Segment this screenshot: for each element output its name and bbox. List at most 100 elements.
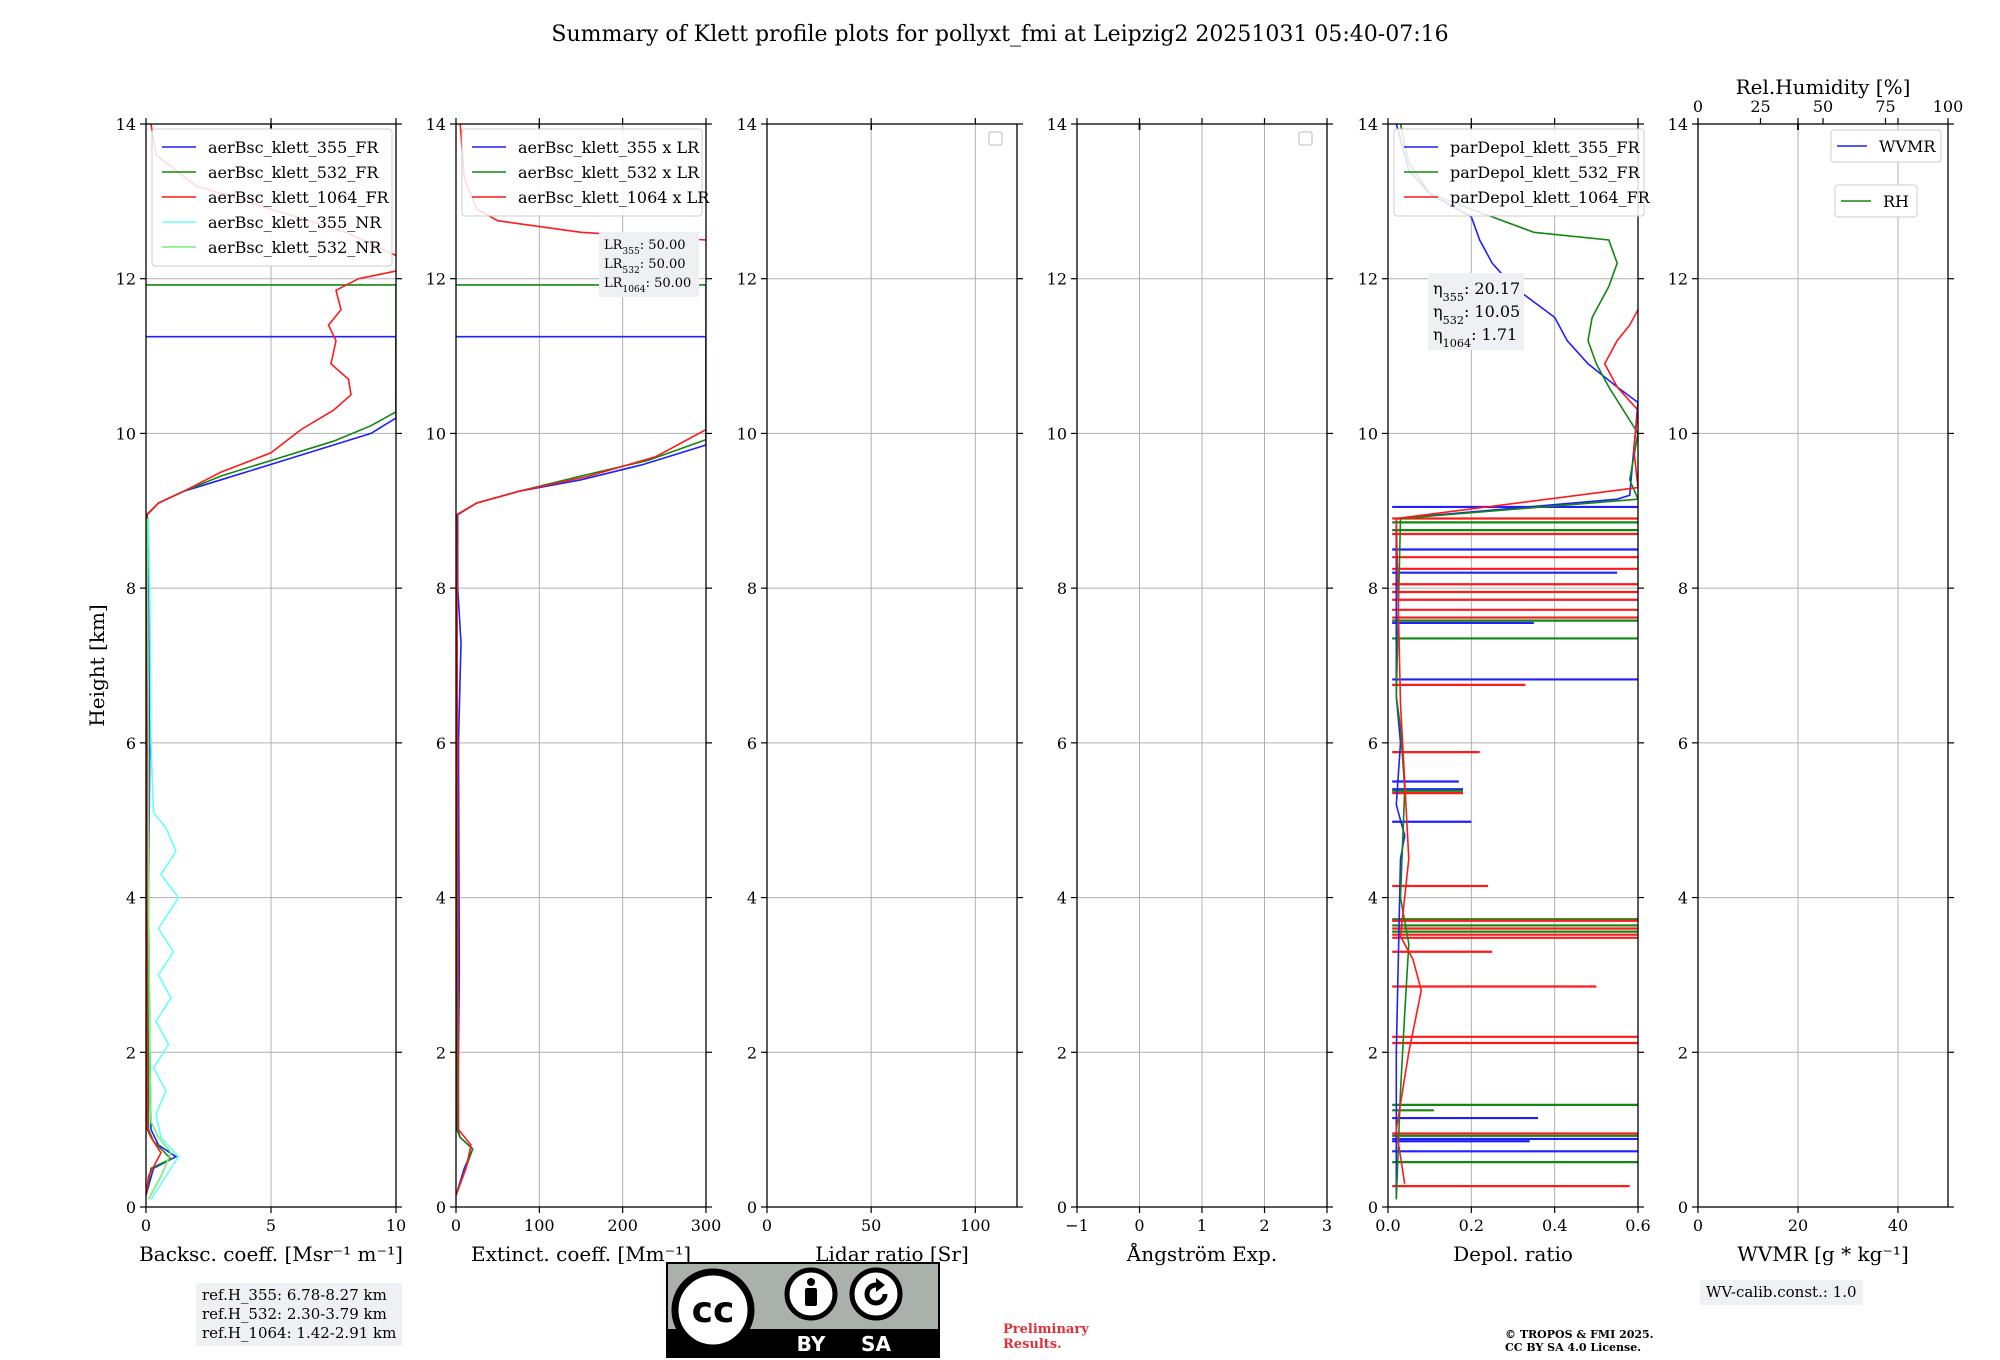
y-tick-label-2: 4	[747, 889, 757, 908]
x-tick-label-0: 0	[141, 1216, 151, 1235]
x-tick-label-0: 0	[1693, 1216, 1703, 1235]
x-tick-label-2: 100	[960, 1216, 991, 1235]
y-tick-label-4: 8	[747, 579, 757, 598]
y-tick-label-6: 12	[116, 270, 136, 289]
y-tick-label-5: 10	[737, 424, 757, 443]
x-tick-label-1: 0	[1134, 1216, 1144, 1235]
chart-panel-6: 0 2 4 6 8 10 12 14 0 20 40 WVMR [g * kg⁻¹] 0 25 50 75 10…	[1668, 75, 1964, 1266]
series-ext355	[456, 335, 706, 1196]
x-tick-label-0: 0	[762, 1216, 772, 1235]
x-tick-label-1: 0.2	[1459, 1216, 1484, 1235]
y-tick-label-5: 10	[1358, 424, 1378, 443]
y-tick-label-4: 8	[1057, 579, 1067, 598]
annotation-line-1: LR355: 50.00	[604, 238, 686, 257]
copyright-line-2: CC BY SA 4.0 License.	[1505, 1341, 1642, 1354]
series-ext532	[456, 284, 706, 1196]
x-tick-top-label-1: 25	[1750, 97, 1770, 116]
legend-label-4: aerBsc_klett_355_NR	[208, 213, 382, 232]
x-tick-label-2: 40	[1888, 1216, 1908, 1235]
ref-height-1064: ref.H_1064: 1.42-2.91 km	[202, 1324, 397, 1342]
legend-box-1	[1830, 129, 1942, 163]
axes-frame	[1697, 123, 1949, 1208]
y-tick-label-0: 0	[1368, 1198, 1378, 1217]
y-tick-label-3: 6	[1057, 734, 1067, 753]
figure-title: Summary of Klett profile plots for polly…	[551, 22, 1449, 47]
legend-label-2: parDepol_klett_532_FR	[1450, 163, 1641, 182]
x-tick-label-3: 2	[1259, 1216, 1269, 1235]
share-alike-icon	[849, 1267, 903, 1321]
x-tick-top-label-0: 0	[1693, 97, 1703, 116]
series-aerBsc_klett_1064_FR	[146, 270, 396, 1196]
copyright-line-1: © TROPOS & FMI 2025.	[1505, 1328, 1654, 1341]
y-tick-label-6: 12	[1047, 270, 1067, 289]
y-tick-label-5: 10	[116, 424, 136, 443]
ref-height-532: ref.H_532: 2.30-3.79 km	[202, 1305, 387, 1323]
y-tick-label-3: 6	[436, 734, 446, 753]
legend-label-2: RH	[1883, 192, 1909, 211]
y-tick-label-1: 2	[436, 1043, 446, 1062]
legend-label-1: aerBsc_klett_355_FR	[208, 138, 379, 157]
y-tick-label-6: 12	[426, 270, 446, 289]
y-tick-label-7: 14	[737, 115, 757, 134]
legend-box	[461, 128, 703, 217]
x-tick-top-label-4: 100	[1933, 97, 1964, 116]
axes-frame	[1387, 123, 1639, 1208]
legend-label-3: aerBsc_klett_1064 x LR	[518, 188, 710, 207]
preliminary-line-1: Preliminary	[1003, 1322, 1089, 1337]
legend-label-1: parDepol_klett_355_FR	[1450, 138, 1641, 157]
y-tick-label-3: 6	[1368, 734, 1378, 753]
wv-calibration-text: WV-calib.const.: 1.0	[1706, 1283, 1857, 1301]
chart-panel-5: 0 2 4 6 8 10 12 14 0.0 0.2 0.4 0.6 Depol. ratio parDe…	[1358, 115, 1651, 1266]
y-tick-label-4: 8	[1678, 579, 1688, 598]
y-tick-label-2: 4	[1678, 889, 1688, 908]
y-tick-label-1: 2	[1678, 1043, 1688, 1062]
legend-box-2	[1834, 184, 1918, 218]
reference-height-box: ref.H_355: 6.78-8.27 km ref.H_532: 2.30-…	[196, 1283, 403, 1346]
y-tick-label-2: 4	[1057, 889, 1067, 908]
x-tick-top-label-3: 75	[1875, 97, 1895, 116]
y-tick-label-6: 12	[737, 270, 757, 289]
y-tick-label-0: 0	[1678, 1198, 1688, 1217]
y-tick-label-2: 4	[126, 889, 136, 908]
y-tick-label-3: 6	[747, 734, 757, 753]
annotation-line-2: LR532: 50.00	[604, 257, 686, 276]
by-label: BY	[797, 1332, 826, 1356]
x-tick-label-0: −1	[1065, 1216, 1089, 1235]
y-tick-label-4: 8	[126, 579, 136, 598]
x-axis-label: Backsc. coeff. [Msr⁻¹ m⁻¹]	[139, 1242, 403, 1266]
y-tick-label-1: 2	[1057, 1043, 1067, 1062]
copyright-note: © TROPOS & FMI 2025. CC BY SA 4.0 Licens…	[1505, 1328, 1654, 1354]
x-tick-label-1: 50	[861, 1216, 881, 1235]
legend-label-2: aerBsc_klett_532_FR	[208, 163, 379, 182]
y-tick-label-3: 6	[126, 734, 136, 753]
ref-height-355: ref.H_355: 6.78-8.27 km	[202, 1286, 387, 1304]
annotation-box	[599, 232, 699, 297]
annotation-line-1: η355: 20.17	[1433, 279, 1520, 304]
y-tick-label-0: 0	[126, 1198, 136, 1217]
legend-label-3: aerBsc_klett_1064_FR	[208, 188, 390, 207]
y-tick-label-7: 14	[426, 115, 446, 134]
x-axis-label: Depol. ratio	[1453, 1242, 1573, 1266]
y-tick-label-1: 2	[126, 1043, 136, 1062]
legend-label-5: aerBsc_klett_532_NR	[208, 238, 382, 257]
y-tick-label-7: 14	[116, 115, 136, 134]
series-aerBsc_klett_355_NR	[147, 518, 180, 1200]
annotation-line-3: LR1064: 50.00	[604, 276, 691, 295]
series-ext1064	[456, 428, 706, 1196]
cc-logo-text: cc	[692, 1290, 735, 1331]
series-dep1064	[1395, 309, 1638, 1184]
x-tick-label-2: 1	[1197, 1216, 1207, 1235]
y-tick-label-7: 14	[1668, 115, 1688, 134]
y-tick-label-5: 10	[1668, 424, 1688, 443]
y-axis-label: Height [km]	[85, 604, 109, 726]
y-tick-label-5: 10	[1047, 424, 1067, 443]
x-tick-label-2: 200	[607, 1216, 638, 1235]
legend-label-1: aerBsc_klett_355 x LR	[518, 138, 700, 157]
y-tick-label-2: 4	[1368, 889, 1378, 908]
empty-legend-box	[988, 131, 1003, 146]
sa-label: SA	[861, 1332, 891, 1356]
legend-label-2: aerBsc_klett_532 x LR	[518, 163, 700, 182]
